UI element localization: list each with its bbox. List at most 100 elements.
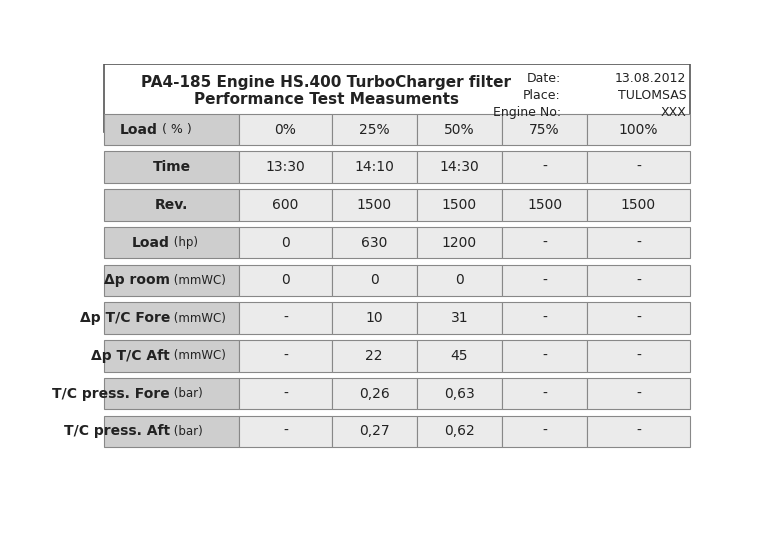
- Bar: [332, 114, 417, 146]
- Bar: [332, 227, 417, 258]
- Bar: [417, 151, 502, 183]
- Bar: [104, 151, 239, 183]
- Text: XXX: XXX: [661, 106, 686, 119]
- Text: -: -: [542, 236, 547, 250]
- Text: 0,63: 0,63: [444, 387, 475, 401]
- Bar: [417, 302, 502, 334]
- Bar: [104, 114, 239, 146]
- Text: -: -: [283, 349, 288, 363]
- Bar: [104, 340, 239, 372]
- Text: 1500: 1500: [621, 198, 656, 212]
- Text: -: -: [542, 387, 547, 401]
- Bar: [239, 340, 332, 372]
- Bar: [417, 340, 502, 372]
- Text: 600: 600: [272, 198, 299, 212]
- Text: -: -: [636, 273, 641, 287]
- Text: -: -: [542, 311, 547, 325]
- Bar: [587, 189, 690, 221]
- Text: Load: Load: [132, 236, 170, 250]
- Bar: [587, 227, 690, 258]
- Bar: [332, 340, 417, 372]
- Bar: [239, 302, 332, 334]
- Text: 0,27: 0,27: [359, 424, 389, 438]
- Bar: [502, 227, 587, 258]
- Text: 13:30: 13:30: [265, 160, 305, 174]
- Bar: [239, 189, 332, 221]
- Bar: [587, 114, 690, 146]
- Bar: [587, 151, 690, 183]
- Text: 45: 45: [451, 349, 468, 363]
- Text: Δp room: Δp room: [104, 273, 170, 287]
- Text: 630: 630: [361, 236, 388, 250]
- Text: -: -: [542, 273, 547, 287]
- Text: -: -: [542, 160, 547, 174]
- Bar: [587, 416, 690, 447]
- Text: 14:30: 14:30: [440, 160, 479, 174]
- Bar: [587, 378, 690, 409]
- Text: 0: 0: [281, 236, 290, 250]
- Text: 10: 10: [365, 311, 383, 325]
- Bar: [239, 378, 332, 409]
- Text: -: -: [636, 387, 641, 401]
- Text: TULOMSAS: TULOMSAS: [618, 89, 686, 101]
- Text: 100%: 100%: [619, 122, 658, 136]
- Text: 22: 22: [365, 349, 383, 363]
- Text: (bar): (bar): [170, 387, 203, 400]
- Text: 0: 0: [455, 273, 464, 287]
- Text: Place:: Place:: [523, 89, 561, 101]
- Text: Load: Load: [119, 122, 158, 136]
- Bar: [332, 265, 417, 296]
- Bar: [417, 378, 502, 409]
- Bar: [332, 151, 417, 183]
- Text: 25%: 25%: [359, 122, 389, 136]
- Text: Performance Test Measuments: Performance Test Measuments: [193, 92, 459, 107]
- Bar: [502, 416, 587, 447]
- Bar: [417, 227, 502, 258]
- Bar: [239, 151, 332, 183]
- Text: Time: Time: [152, 160, 190, 174]
- Text: 1500: 1500: [356, 198, 392, 212]
- Text: 0%: 0%: [275, 122, 296, 136]
- Text: Δp T/C Aft: Δp T/C Aft: [91, 349, 170, 363]
- Bar: [417, 265, 502, 296]
- Text: 0: 0: [370, 273, 378, 287]
- Bar: [104, 378, 239, 409]
- Bar: [239, 227, 332, 258]
- Text: (bar): (bar): [170, 425, 203, 438]
- Bar: [104, 227, 239, 258]
- Bar: [239, 416, 332, 447]
- Text: 1500: 1500: [441, 198, 477, 212]
- Bar: [502, 151, 587, 183]
- Text: 31: 31: [451, 311, 468, 325]
- Text: PA4-185 Engine HS.400 TurboCharger filter: PA4-185 Engine HS.400 TurboCharger filte…: [141, 75, 511, 90]
- Bar: [332, 302, 417, 334]
- Bar: [332, 378, 417, 409]
- Text: (mmWC): (mmWC): [170, 274, 226, 287]
- Bar: [332, 189, 417, 221]
- Text: (mmWC): (mmWC): [170, 311, 226, 325]
- Text: -: -: [636, 424, 641, 438]
- Text: -: -: [542, 349, 547, 363]
- Bar: [587, 340, 690, 372]
- Text: (mmWC): (mmWC): [170, 350, 226, 362]
- Bar: [104, 64, 690, 132]
- Bar: [417, 114, 502, 146]
- Bar: [587, 265, 690, 296]
- Text: 0,26: 0,26: [359, 387, 389, 401]
- Text: 0: 0: [281, 273, 290, 287]
- Bar: [417, 189, 502, 221]
- Bar: [502, 302, 587, 334]
- Text: 50%: 50%: [444, 122, 475, 136]
- Text: 75%: 75%: [530, 122, 560, 136]
- Text: T/C press. Aft: T/C press. Aft: [64, 424, 170, 438]
- Bar: [104, 265, 239, 296]
- Bar: [417, 416, 502, 447]
- Bar: [502, 189, 587, 221]
- Text: -: -: [636, 311, 641, 325]
- Bar: [104, 189, 239, 221]
- Text: 0,62: 0,62: [444, 424, 475, 438]
- Text: -: -: [636, 160, 641, 174]
- Text: T/C press. Fore: T/C press. Fore: [52, 387, 170, 401]
- Bar: [502, 265, 587, 296]
- Text: Date:: Date:: [526, 72, 561, 85]
